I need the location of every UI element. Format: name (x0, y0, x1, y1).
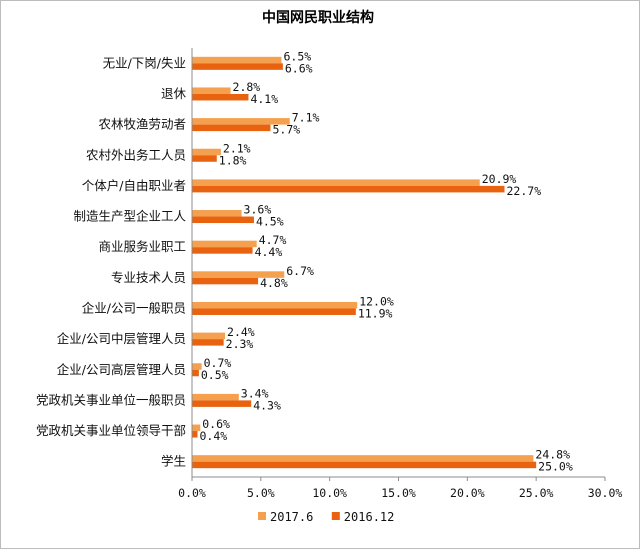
chart-title: 中国网民职业结构 (262, 9, 374, 26)
data-label: 3.6% (244, 203, 272, 217)
category-label: 学生 (161, 454, 186, 469)
bar-2016.12-8 (192, 308, 356, 315)
bar-2017.6-1 (192, 87, 231, 94)
bar-2016.12-13 (192, 461, 537, 469)
data-label: 2.8% (233, 80, 261, 94)
bar-2017.6-5 (192, 210, 242, 217)
data-label: 2.3% (226, 337, 254, 351)
bar-2016.12-12 (192, 431, 198, 438)
category-label: 农村外出务工人员 (86, 147, 186, 162)
legend-label-2016.12: 2016.12 (344, 510, 395, 524)
x-tick-label: 25.0% (519, 486, 554, 500)
legend-swatch-2017.6 (258, 512, 266, 520)
bar-2016.12-10 (192, 369, 199, 377)
data-label: 0.5% (201, 368, 229, 382)
bar-2017.6-3 (192, 148, 221, 156)
x-tick-label: 20.0% (450, 486, 485, 500)
category-label: 个体户/自由职业者 (82, 178, 186, 193)
data-label: 2.1% (223, 141, 251, 155)
bar-2017.6-7 (192, 271, 285, 278)
bar-2017.6-4 (192, 179, 480, 186)
bar-2017.6-13 (192, 455, 534, 462)
bar-2016.12-6 (192, 247, 253, 254)
bar-2016.12-4 (192, 185, 505, 193)
bar-2016.12-2 (192, 124, 271, 132)
data-label: 6.7% (286, 264, 314, 278)
category-label: 企业/公司高层管理人员 (57, 362, 186, 377)
data-label: 11.9% (358, 306, 393, 320)
data-label: 0.7% (204, 356, 232, 370)
bar-2016.12-7 (192, 277, 259, 285)
data-label: 7.1% (292, 111, 320, 125)
category-label: 商业服务业职工 (98, 239, 186, 254)
bar-2017.6-9 (192, 332, 226, 340)
legend-label-2017.6: 2017.6 (270, 510, 313, 524)
data-label: 5.7% (272, 123, 300, 137)
bar-2017.6-12 (192, 424, 201, 432)
category-label: 党政机关事业单位领导干部 (36, 423, 186, 438)
data-label: 0.4% (200, 429, 228, 443)
x-tick-label: 30.0% (588, 486, 623, 500)
data-label: 24.8% (535, 448, 570, 462)
data-label: 25.0% (538, 460, 573, 474)
data-label: 4.3% (253, 398, 281, 412)
data-label: 2.4% (227, 325, 255, 339)
category-label: 专业技术人员 (111, 270, 186, 285)
legend: 2017.6 2016.12 (258, 510, 394, 524)
bar-2017.6-10 (192, 363, 202, 370)
category-label: 制造生产型企业工人 (73, 209, 186, 224)
data-label: 4.7% (259, 233, 287, 247)
category-label: 企业/公司中层管理人员 (57, 331, 186, 346)
bar-2016.12-11 (192, 400, 252, 407)
category-label: 企业/公司一般职员 (82, 300, 186, 315)
bar-2017.6-2 (192, 118, 290, 125)
data-label: 4.1% (250, 92, 278, 106)
data-label: 4.5% (256, 215, 284, 229)
bar-2017.6-8 (192, 301, 358, 309)
x-tick-label: 10.0% (312, 486, 347, 500)
data-label: 0.6% (202, 417, 230, 431)
data-label: 22.7% (507, 184, 542, 198)
bar-2016.12-9 (192, 339, 224, 346)
x-tick-label: 5.0% (247, 486, 275, 500)
category-label: 退休 (161, 86, 187, 101)
data-label: 3.4% (241, 386, 269, 400)
data-label: 4.4% (255, 245, 283, 259)
data-label: 4.8% (260, 276, 288, 290)
category-label: 党政机关事业单位一般职员 (36, 392, 186, 407)
data-label: 1.8% (219, 153, 247, 167)
data-label: 12.0% (359, 294, 394, 308)
bar-2017.6-0 (192, 56, 282, 64)
bar-2016.12-1 (192, 93, 249, 101)
x-tick-label: 15.0% (381, 486, 416, 500)
data-label: 20.9% (482, 172, 517, 186)
bar-2016.12-5 (192, 216, 254, 224)
plot-area: 无业/下岗/失业 6.5%6.6% 退休 2.8%4.1% 农林牧渔劳动者 7.1%5.7… (36, 48, 622, 500)
x-tick-label: 0.0% (178, 486, 206, 500)
bar-2016.12-0 (192, 63, 283, 70)
bar-2016.12-3 (192, 155, 217, 162)
category-label: 农林牧渔劳动者 (98, 117, 186, 132)
category-label: 无业/下岗/失业 (103, 55, 186, 70)
bar-2017.6-6 (192, 240, 257, 248)
legend-swatch-2016.12 (331, 512, 340, 520)
bar-2017.6-11 (192, 393, 239, 401)
data-label: 6.5% (283, 49, 311, 63)
data-label: 6.6% (285, 61, 313, 75)
